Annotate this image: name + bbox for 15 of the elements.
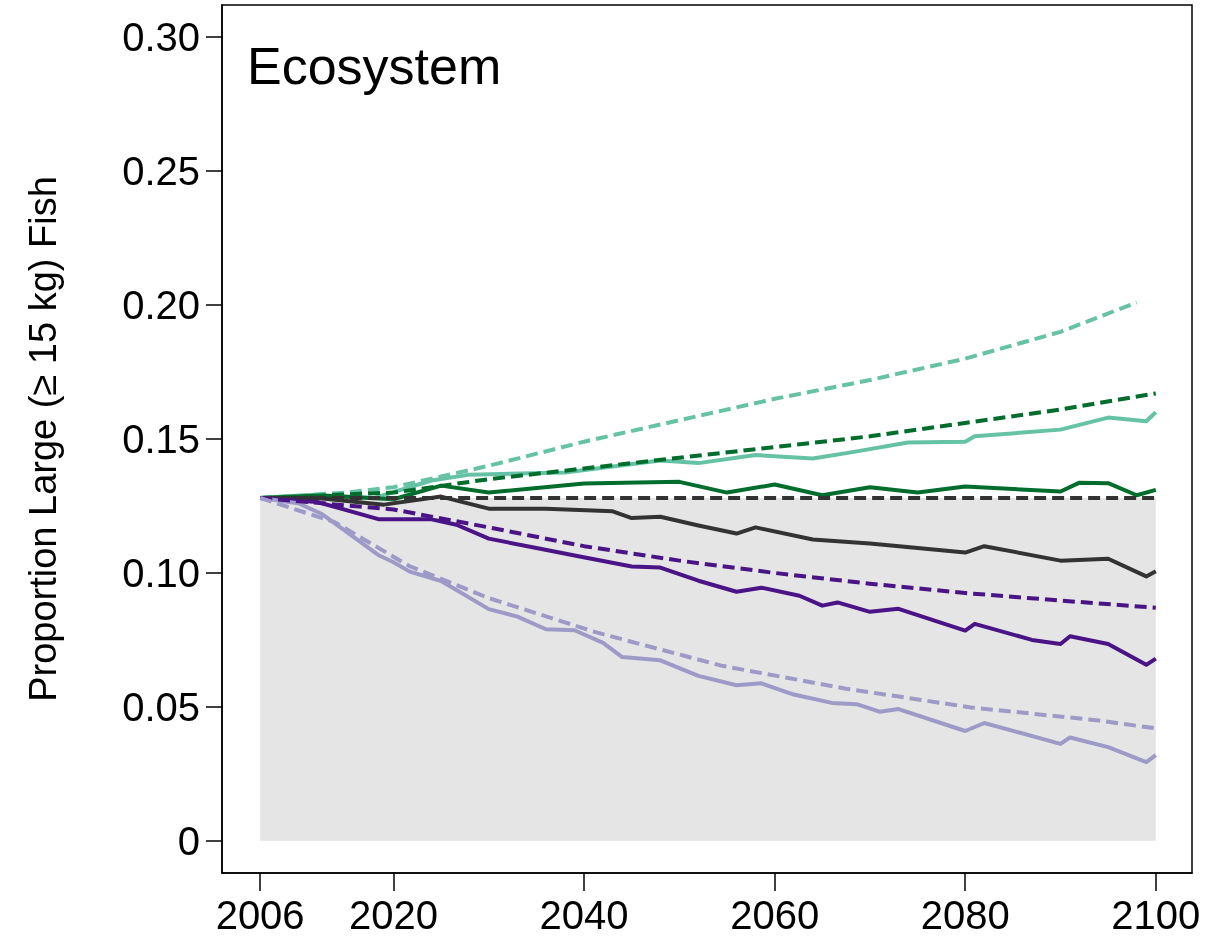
y-tick-label: 0.25 — [122, 149, 200, 194]
y-tick-label: 0 — [177, 818, 200, 863]
x-tick-label: 2006 — [215, 893, 305, 937]
y-tick-label: 0.10 — [122, 550, 200, 595]
y-tick-label: 0.05 — [122, 684, 200, 729]
y-tick-label: 0.15 — [122, 417, 200, 461]
x-tick-label: 2100 — [1111, 893, 1201, 937]
y-tick-label: 0.30 — [122, 15, 200, 60]
annotation: Ecosystem — [247, 37, 502, 95]
y-tick-label: 0.20 — [122, 283, 200, 328]
x-tick-label: 2020 — [349, 893, 438, 937]
x-tick-label: 2080 — [920, 893, 1010, 937]
x-tick-label: 2040 — [539, 893, 629, 937]
x-tick-label: 2060 — [730, 893, 820, 937]
y-axis-title: Proportion Large (≥ 15 kg) Fish — [22, 176, 64, 702]
